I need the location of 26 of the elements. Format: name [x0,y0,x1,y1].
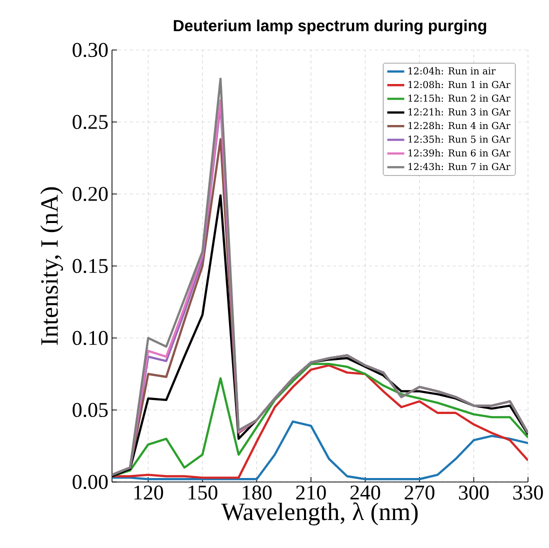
x-tick-label: 330 [513,486,543,500]
legend-label: 12:39h: Run 6 in GAr [408,149,510,156]
legend-label: 12:21h: Run 3 in GAr [408,108,510,116]
y-tick-label: 0.15 [72,258,108,274]
x-axis-title: Wavelength, λ (nm) [221,502,418,526]
y-axis-title: Intensity, I (nA) [40,187,64,345]
legend-label: 12:35h: Run 5 in GAr [408,135,510,143]
x-tick-label: 120 [134,486,164,500]
y-tick-label: 0.10 [72,330,108,346]
legend-label: 12:04h: Run in air [408,67,496,74]
chart-title: Deuterium lamp spectrum during purging [174,20,486,34]
x-tick-label: 150 [188,486,218,500]
legend-label: 12:15h: Run 2 in GAr [408,94,510,102]
y-tick-label: 0.25 [72,114,108,130]
legend-label: 12:08h: Run 1 in GAr [408,80,510,88]
x-tick-label: 300 [459,486,489,500]
x-tick-label: 180 [242,486,272,500]
legend-label: 12:28h: Run 4 in GAr [408,122,510,130]
y-tick-label: 0.20 [72,186,108,202]
y-tick-label: 0.30 [72,42,108,58]
x-tick-label: 210 [296,486,326,500]
legend-label: 12:43h: Run 7 in GAr [408,162,510,170]
x-tick-label: 240 [350,486,380,500]
x-tick-label: 270 [404,486,434,500]
y-tick-label: 0.00 [72,474,108,490]
y-tick-label: 0.05 [72,402,108,418]
